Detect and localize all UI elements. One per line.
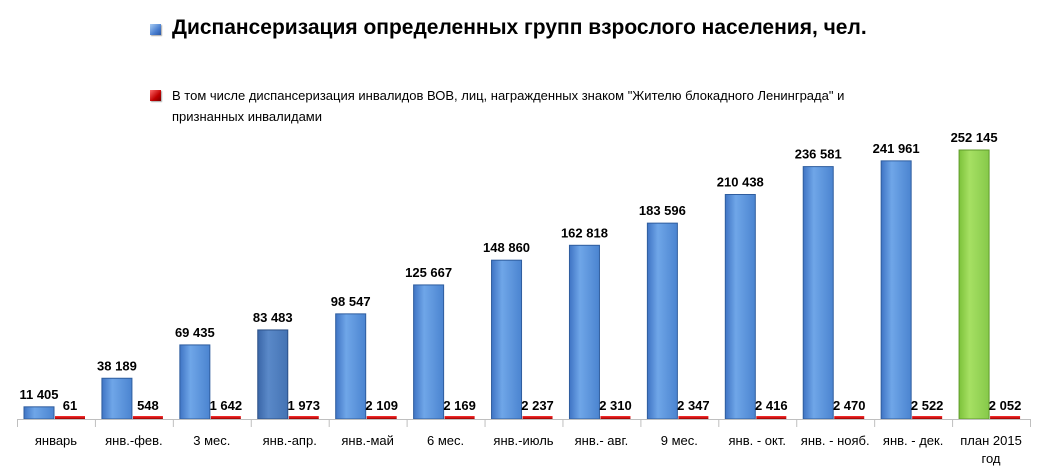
data-label-veterans: 2 522	[911, 398, 944, 413]
data-label-total: 210 438	[717, 174, 764, 189]
bar-total	[257, 329, 289, 420]
bar-veterans	[366, 416, 397, 419]
bar-total	[568, 244, 600, 420]
x-tick-label: янв.-апр.	[263, 433, 317, 448]
bar-veterans	[132, 416, 163, 419]
x-tick-label: янв. - окт.	[729, 433, 786, 448]
bar-veterans	[444, 416, 475, 419]
data-label-veterans: 548	[137, 398, 159, 413]
bar-veterans	[522, 416, 553, 419]
data-label-total: 252 145	[951, 130, 998, 145]
legend-label-total: Диспансеризация определенных групп взрос…	[172, 16, 867, 39]
x-tick-label: 9 мес.	[661, 433, 698, 448]
data-label-total: 241 961	[873, 141, 920, 156]
x-tick-label: янв.-май	[341, 433, 394, 448]
data-label-total: 125 667	[405, 265, 452, 280]
data-label-total: 148 860	[483, 240, 530, 255]
x-tick-label: год	[982, 451, 1001, 466]
bar-veterans	[600, 416, 631, 419]
data-label-veterans: 2 109	[365, 398, 398, 413]
x-tick-label: янв.- авг.	[575, 433, 629, 448]
bar-total	[335, 313, 367, 420]
x-tick-label: янв.-июль	[493, 433, 553, 448]
bar-total	[23, 406, 55, 420]
bar-veterans	[55, 416, 85, 419]
bar-total	[880, 160, 912, 420]
data-label-veterans: 2 052	[989, 398, 1022, 413]
data-label-total: 183 596	[639, 203, 686, 218]
data-label-veterans: 2 416	[755, 398, 788, 413]
bar-veterans	[678, 416, 709, 419]
data-label-veterans: 61	[63, 398, 77, 413]
data-label-total: 236 581	[795, 147, 842, 162]
data-label-veterans: 2 470	[833, 398, 866, 413]
bar-veterans	[990, 416, 1021, 419]
x-tick-label: янв.-фев.	[105, 433, 163, 448]
bar-total	[413, 284, 445, 420]
bar-total	[958, 149, 990, 420]
bar-total	[646, 222, 678, 420]
bar-veterans	[288, 416, 319, 419]
x-tick-label: план 2015	[960, 433, 1022, 448]
bar-total	[724, 193, 756, 420]
x-tick-label: янв. - нояб.	[801, 433, 870, 448]
x-tick-label: 3 мес.	[193, 433, 230, 448]
data-label-total: 11 405	[19, 387, 58, 402]
data-label-total: 162 818	[561, 225, 608, 240]
data-label-veterans: 2 169	[443, 398, 476, 413]
data-label-total: 83 483	[253, 310, 293, 325]
data-label-veterans: 2 310	[599, 398, 632, 413]
bar-total	[802, 166, 834, 420]
bar-total	[179, 344, 211, 420]
bar-total	[491, 259, 523, 420]
bar-veterans	[912, 416, 943, 419]
data-label-veterans: 2 237	[521, 398, 554, 413]
legend-item-total: Диспансеризация определенных групп взрос…	[150, 16, 867, 40]
data-label-total: 69 435	[175, 325, 215, 340]
legend-swatch-red	[150, 90, 161, 101]
data-label-veterans: 2 347	[677, 398, 710, 413]
bar-veterans	[834, 416, 865, 419]
x-tick-label: 6 мес.	[427, 433, 464, 448]
data-label-total: 98 547	[331, 294, 371, 309]
legend-item-veterans: В том числе диспансеризация инвалидов ВО…	[150, 85, 870, 127]
data-label-veterans: 1 973	[287, 398, 320, 413]
data-label-total: 38 189	[97, 358, 137, 373]
bar-veterans	[210, 416, 241, 419]
legend-swatch-blue	[150, 24, 161, 35]
x-tick-label: янв. - дек.	[883, 433, 943, 448]
data-label-veterans: 1 642	[210, 398, 243, 413]
bar-total	[101, 377, 133, 420]
legend-label-veterans: В том числе диспансеризация инвалидов ВО…	[172, 88, 845, 124]
x-tick-label: январь	[35, 433, 77, 448]
bar-veterans	[756, 416, 787, 419]
